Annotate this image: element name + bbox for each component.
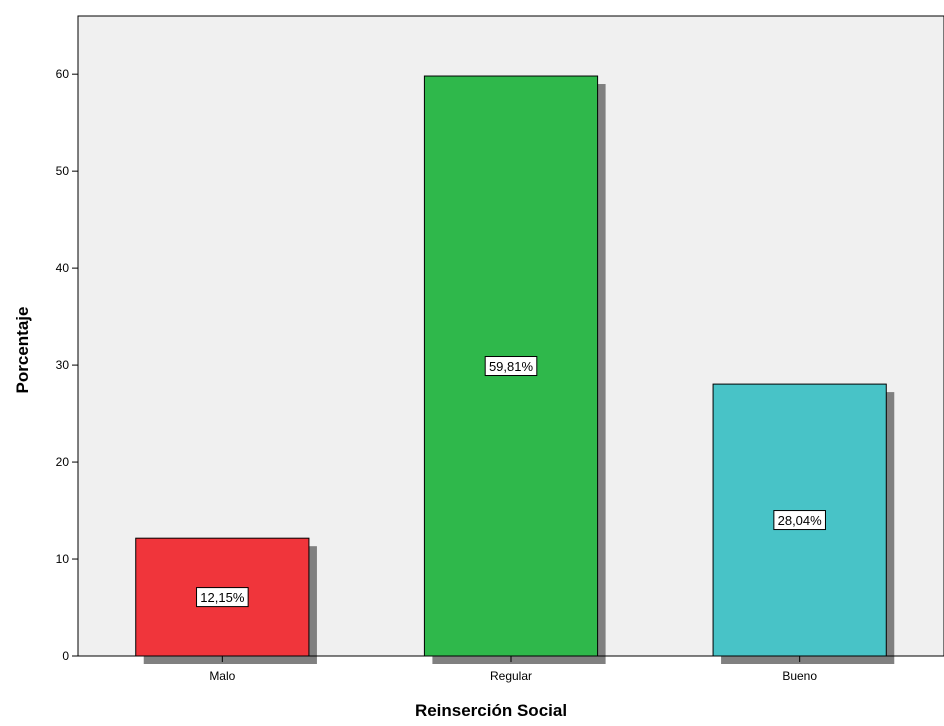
y-tick-label: 0	[62, 649, 69, 663]
y-tick-label: 40	[56, 261, 70, 275]
x-tick-label: Bueno	[782, 669, 817, 683]
y-tick-label: 60	[56, 67, 70, 81]
y-tick-label: 10	[56, 552, 70, 566]
y-axis-title: Porcentaje	[13, 307, 32, 394]
data-label: 59,81%	[489, 359, 534, 374]
x-tick-label: Malo	[209, 669, 235, 683]
data-label-box	[196, 587, 249, 608]
data-label: 28,04%	[778, 513, 823, 528]
data-label-box	[773, 510, 826, 531]
y-tick-label: 30	[56, 358, 70, 372]
x-tick-label: Regular	[490, 669, 532, 683]
x-axis-title: Reinserción Social	[415, 701, 567, 720]
y-tick-label: 20	[56, 455, 70, 469]
y-tick-label: 50	[56, 164, 70, 178]
data-label-box	[484, 356, 538, 377]
data-label: 12,15%	[200, 590, 245, 605]
